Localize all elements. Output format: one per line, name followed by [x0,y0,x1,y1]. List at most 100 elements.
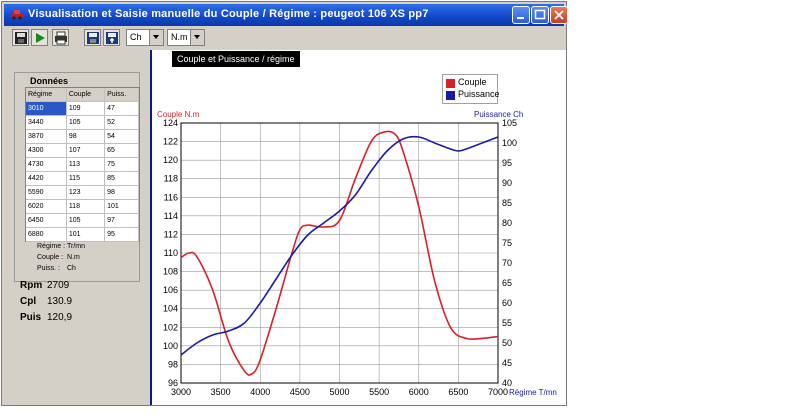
cell[interactable]: 101 [104,199,139,214]
cell[interactable]: 6020 [26,199,67,214]
table-row[interactable]: 3440 105 52 [26,115,139,130]
column-header[interactable]: Couple [66,88,106,102]
y-right-tick-label: 75 [502,238,512,248]
plot-frame [180,122,499,384]
chart-legend: Couple Puissance [442,74,500,104]
y-left-tick-label: 112 [164,229,178,239]
torque-unit-dropdown[interactable] [190,30,204,45]
close-button[interactable] [550,6,568,24]
export-button[interactable] [103,29,120,46]
puissance-series-line [180,135,499,356]
cell[interactable]: 6880 [26,227,67,242]
title-bar[interactable]: Visualisation et Saisie manuelle du Coup… [4,4,568,26]
cell[interactable]: 3010 [26,101,67,116]
table-row[interactable]: 6880 101 95 [26,227,139,242]
cpl-label: Cpl [20,296,37,307]
cell[interactable]: 75 [104,157,139,172]
chart-area[interactable]: 96 98 100 102 104 106 108 110 112 114 116 118 120 122… [150,50,566,405]
save-button[interactable] [12,29,29,46]
table-row[interactable]: 4730 113 75 [26,157,139,172]
cell[interactable]: 109 [66,101,106,116]
run-button[interactable] [31,29,48,46]
y-left-tick-label: 120 [163,155,178,165]
cell[interactable]: 107 [66,143,106,158]
toolbar: Ch N.m [4,27,564,49]
table-row[interactable]: 6020 118 101 [26,199,139,214]
save-as-button[interactable] [84,29,101,46]
window-title: Visualisation et Saisie manuelle du Coup… [28,8,429,20]
data-grid[interactable]: Régime Couple Puiss. 3010 109 47 3440 105 52… [25,87,140,242]
cell[interactable]: 105 [66,213,106,228]
cell[interactable]: 5590 [26,185,67,200]
cell[interactable]: 4730 [26,157,67,172]
y-left-tick-label: 108 [163,267,178,277]
cell[interactable]: 118 [66,199,106,214]
couple-series-line [180,130,499,376]
torque-unit-select[interactable]: N.m [167,29,205,46]
cell[interactable]: 101 [66,227,106,242]
cell[interactable]: 4300 [26,143,67,158]
unit-label: Couple : [37,254,64,261]
unit-label: Régime : [37,243,66,250]
unit-value: N.m [67,254,80,261]
table-row[interactable]: 4420 115 85 [26,171,139,186]
cell[interactable]: 52 [104,115,139,130]
legend-label: Couple [458,77,487,87]
close-icon [554,10,564,20]
column-header[interactable]: Puiss. [104,88,139,102]
table-row[interactable]: 3010 109 47 [26,101,139,116]
column-header[interactable]: Régime [26,88,67,102]
cell[interactable]: 3870 [26,129,67,144]
y-left-tick-label: 110 [164,248,178,258]
cell[interactable]: 65 [104,143,139,158]
cell[interactable]: 95 [104,227,139,242]
x-tick-label: 6500 [448,387,468,397]
y-right-tick-label: 80 [502,218,512,228]
y-right-tick-label: 45 [502,358,512,368]
x-tick-label: 3500 [211,387,231,397]
cell[interactable]: 105 [66,115,106,130]
data-group: Données Régime Couple Puiss. 3010 109 47 3… [14,72,140,282]
cell[interactable]: 3440 [26,115,67,130]
cell[interactable]: 115 [66,171,106,186]
torque-unit-value: N.m [171,32,188,42]
save-icon [15,32,27,44]
minimize-button[interactable] [512,6,530,24]
power-unit-dropdown[interactable] [149,30,163,45]
cell[interactable]: 85 [104,171,139,186]
y-right-tick-label: 55 [502,318,512,328]
export-icon [106,32,118,44]
y-left-tick-label: 118 [164,174,178,184]
power-unit-select[interactable]: Ch [126,29,164,46]
y-left-tick-label: 122 [163,137,178,147]
table-row[interactable]: 5590 123 98 [26,185,139,200]
cell[interactable]: 98 [66,129,106,144]
y-left-tick-label: 114 [164,211,178,221]
cell[interactable]: 98 [104,185,139,200]
table-row[interactable]: 6450 105 97 [26,213,139,228]
table-row[interactable]: 3870 98 54 [26,129,139,144]
y-right-tick-label: 100 [502,138,517,148]
legend-swatch [446,79,455,88]
cell[interactable]: 47 [104,101,139,116]
cpl-value: 130.9 [47,296,73,307]
legend-swatch [446,91,455,100]
cell[interactable]: 97 [104,213,139,228]
cell[interactable]: 6450 [26,213,67,228]
maximize-button[interactable] [531,6,549,24]
y-left-tick-label: 100 [163,341,178,351]
rpm-label: Rpm [20,280,43,291]
table-row[interactable]: 4300 107 65 [26,143,139,158]
x-tick-label: 4500 [290,387,310,397]
chevron-down-icon [153,35,159,39]
y-left-tick-label: 116 [164,192,178,202]
print-button[interactable] [52,29,69,46]
cell[interactable]: 4420 [26,171,67,186]
cell[interactable]: 54 [104,129,139,144]
cell[interactable]: 123 [66,185,106,200]
car-icon [11,10,23,20]
unit-value: Tr/mn [67,243,86,250]
cell[interactable]: 113 [66,157,106,172]
data-group-title: Données [28,76,71,86]
print-icon [55,31,67,45]
